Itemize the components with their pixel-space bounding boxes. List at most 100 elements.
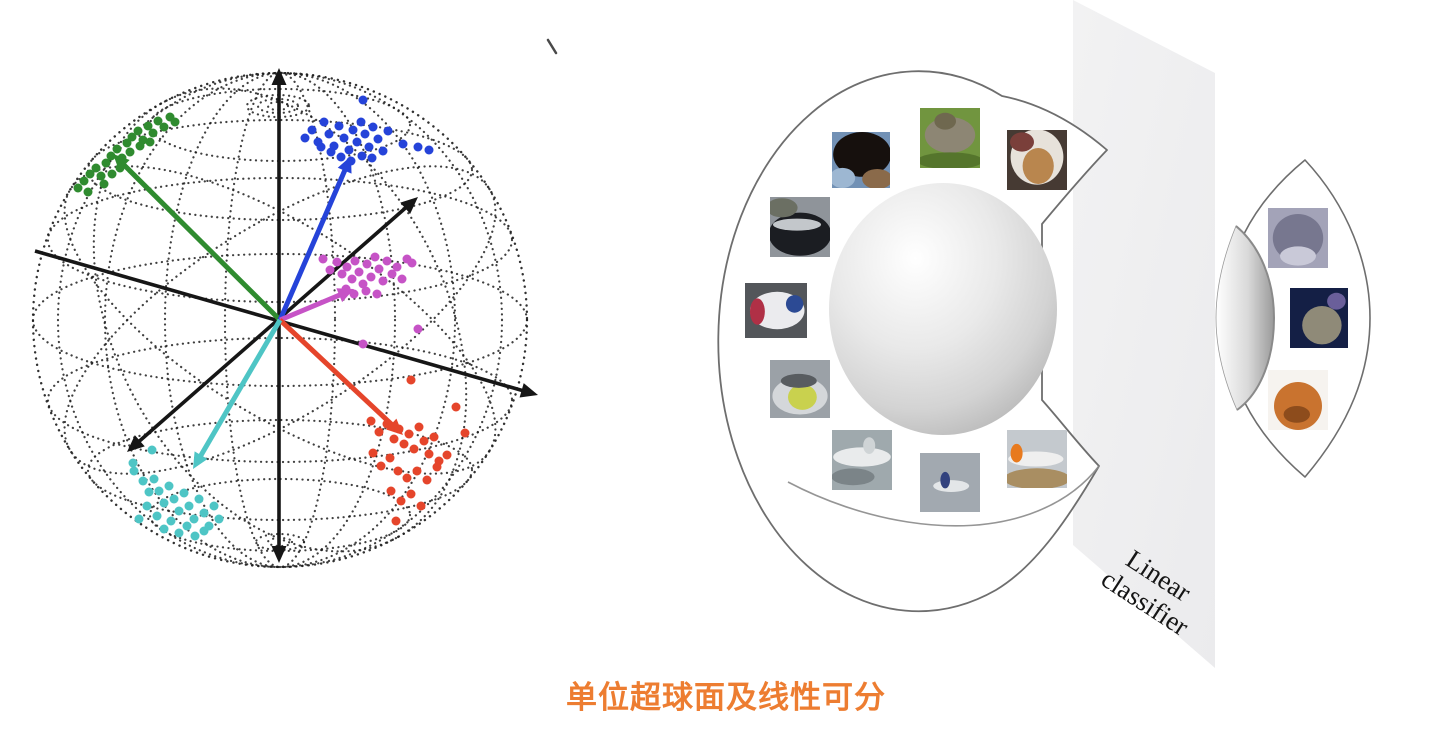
data-point: [129, 466, 139, 476]
data-point: [407, 258, 417, 268]
data-point: [413, 142, 423, 152]
thumb-cat-abstract: [1268, 208, 1328, 268]
data-point: [214, 514, 224, 524]
data-point: [344, 145, 354, 155]
data-point: [324, 129, 334, 139]
data-point: [184, 501, 194, 511]
data-point: [402, 473, 412, 483]
data-point: [422, 475, 432, 485]
data-point: [209, 501, 219, 511]
data-point: [385, 453, 395, 463]
thumb-car-sports: [770, 197, 830, 257]
diagonal-axis: [127, 197, 418, 452]
data-point: [367, 153, 377, 163]
cluster-magenta: [279, 252, 423, 349]
data-point: [190, 531, 200, 541]
data-point: [366, 272, 376, 282]
thumb-detail: [788, 384, 817, 410]
data-point: [199, 526, 209, 536]
data-point: [159, 498, 169, 508]
data-point: [148, 128, 158, 138]
data-point: [397, 274, 407, 284]
data-point: [154, 486, 164, 496]
data-point: [387, 269, 397, 279]
data-point: [413, 324, 423, 334]
data-point: [341, 284, 351, 294]
thumb-plane-seaplane: [832, 430, 892, 490]
data-point: [460, 428, 470, 438]
data-point: [396, 496, 406, 506]
data-point: [99, 179, 109, 189]
data-point: [112, 144, 122, 154]
thumb-plane-flying: [920, 453, 980, 512]
classifier-plane: [1073, 0, 1215, 668]
data-point: [179, 488, 189, 498]
data-point: [393, 466, 403, 476]
data-point: [373, 134, 383, 144]
data-point: [360, 129, 370, 139]
cluster-cyan: [128, 318, 283, 541]
thumb-detail: [934, 112, 956, 130]
thumb-detail: [770, 198, 798, 218]
data-point: [424, 449, 434, 459]
data-point: [142, 501, 152, 511]
data-point: [346, 156, 356, 166]
data-point: [101, 158, 111, 168]
thumb-detail: [920, 152, 980, 168]
thumb-dog-black: [832, 132, 890, 188]
thumb-detail: [1274, 382, 1322, 430]
data-point: [189, 514, 199, 524]
thumb-detail: [1022, 148, 1054, 184]
cluster-green: [73, 112, 282, 322]
data-point: [399, 439, 409, 449]
thumb-detail: [749, 298, 765, 325]
data-point: [406, 375, 416, 385]
data-point: [432, 462, 442, 472]
data-point: [356, 117, 366, 127]
data-point: [374, 427, 384, 437]
inner-ball: [829, 183, 1057, 435]
data-point: [389, 434, 399, 444]
data-point: [318, 254, 328, 264]
thumb-detail: [1283, 406, 1311, 423]
data-point: [164, 481, 174, 491]
caption: 单位超球面及线性可分: [566, 680, 886, 715]
data-point: [166, 516, 176, 526]
data-point: [128, 458, 138, 468]
data-point: [334, 121, 344, 131]
image-thumbnails: [745, 108, 1067, 512]
data-point: [347, 274, 357, 284]
data-point: [307, 125, 317, 135]
data-point: [339, 133, 349, 143]
data-point: [337, 269, 347, 279]
data-point: [138, 476, 148, 486]
data-point: [107, 169, 117, 179]
thumb-dog-standing: [920, 108, 980, 168]
data-point: [366, 416, 376, 426]
data-point: [332, 257, 342, 267]
data-point: [404, 429, 414, 439]
data-point: [182, 521, 192, 531]
data-point: [325, 265, 335, 275]
data-point: [419, 436, 429, 446]
cat-thumbnails: [1268, 208, 1348, 430]
data-point: [374, 264, 384, 274]
data-point: [170, 117, 180, 127]
data-point: [394, 424, 404, 434]
data-point: [357, 151, 367, 161]
stray-mark: [546, 38, 558, 55]
data-point: [83, 187, 93, 197]
cluster-red: [278, 318, 470, 526]
data-point: [326, 147, 336, 157]
data-point: [336, 152, 346, 162]
data-point: [145, 137, 155, 147]
data-point: [149, 474, 159, 484]
data-point: [159, 122, 169, 132]
data-point: [319, 117, 329, 127]
data-point: [370, 252, 380, 262]
cap-lens-rim: [1235, 225, 1276, 411]
cluster-blue: [277, 95, 434, 321]
data-point: [358, 95, 368, 105]
data-point: [409, 444, 419, 454]
